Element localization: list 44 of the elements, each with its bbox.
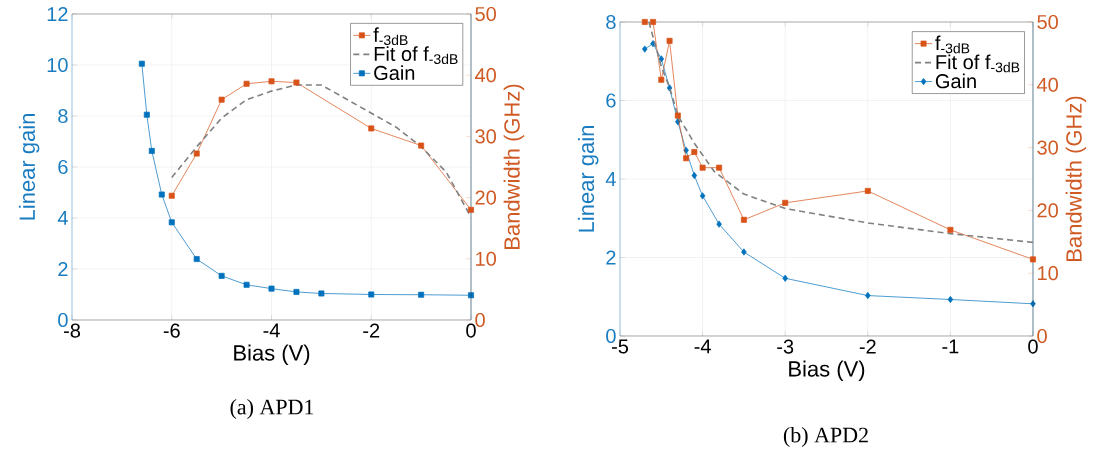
y-tick-label: 2: [606, 250, 616, 265]
x-tick-label: -6: [163, 323, 180, 338]
x-axis-title: Bias (V): [234, 344, 310, 366]
x-tick-label: 0: [466, 323, 476, 338]
y2-tick-label: 30: [1037, 140, 1058, 155]
y2-tick-label: 20: [1037, 203, 1058, 218]
text: (a) APD1: [230, 399, 314, 419]
x-tick-label: -4: [263, 323, 280, 338]
legend-label: f$_{-3dB}$: [935, 35, 970, 54]
legend-label: Gain: [374, 65, 415, 81]
x-tick-label: -2: [859, 339, 876, 354]
y-tick-label: 4: [57, 211, 68, 225]
y2-tick-label: 50: [1037, 14, 1058, 30]
y-tick-label: 10: [47, 57, 68, 73]
y2-tick-label: 30: [475, 129, 496, 144]
x-tick-label: 0: [1028, 339, 1038, 354]
y-tick-label: 8: [58, 108, 68, 124]
x-tick-label: -2: [363, 323, 380, 338]
y-tick-label: 12: [47, 7, 68, 21]
y2-tick-label: 50: [475, 6, 496, 22]
y2-axis-title: Bandwidth (GHz): [503, 84, 525, 249]
y2-tick-label: 0: [475, 312, 485, 328]
y2-tick-label: 40: [1036, 77, 1058, 92]
text: (b) APD2: [783, 427, 868, 447]
legend-label: Fit of f$_{-3dB}$: [936, 54, 1020, 73]
x-tick-label: -1: [942, 339, 959, 354]
x-tick-label: -3: [777, 339, 794, 354]
legend-label: f$_{-3dB}$: [373, 27, 408, 46]
y-tick-label: 6: [606, 93, 616, 108]
y2-tick-label: 10: [1038, 266, 1058, 281]
y-axis-title: Linear gain: [577, 126, 599, 232]
x-tick-label: -4: [694, 339, 711, 354]
y2-axis-title: Bandwidth (GHz): [1065, 96, 1087, 261]
legend-label: Fit of f$_{-3dB}$: [374, 46, 458, 65]
y2-tick-label: 40: [475, 68, 496, 83]
y-tick-label: 2: [58, 262, 68, 276]
y-axis-title: Linear gain: [18, 114, 40, 220]
legend-label: Gain: [935, 73, 976, 89]
y2-tick-label: 10: [476, 251, 496, 266]
x-axis-title: Bias (V): [789, 360, 865, 382]
y-tick-label: 6: [58, 159, 68, 175]
y2-tick-label: 20: [475, 190, 496, 205]
y-tick-label: 4: [605, 172, 616, 186]
y-tick-label: 8: [606, 14, 616, 30]
